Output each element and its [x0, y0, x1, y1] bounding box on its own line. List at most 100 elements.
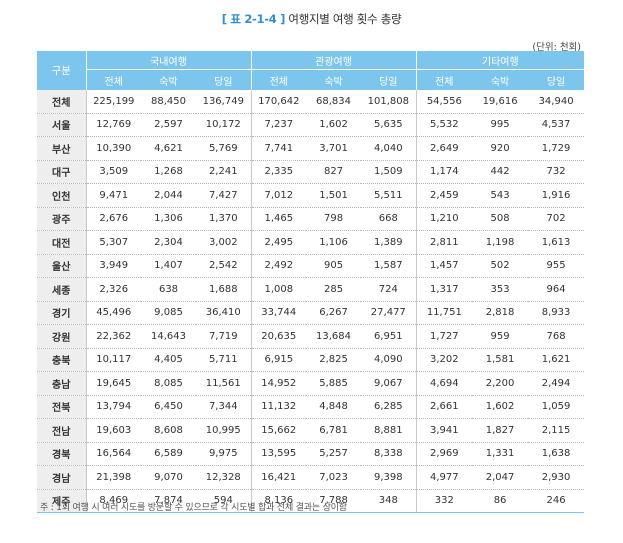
column-header: 전체 — [250, 69, 307, 90]
table-cell: 1,210 — [415, 207, 473, 231]
table-cell: 5,769 — [196, 136, 252, 161]
table-number: [ 표 2-1-4 ] — [221, 12, 286, 26]
table-cell: 995 — [472, 113, 529, 137]
table-cell: 5,711 — [196, 348, 252, 372]
table-cell: 86 — [472, 489, 529, 513]
column-header: 당일 — [528, 69, 585, 90]
table-cell: 54,556 — [415, 90, 473, 114]
table-cell: 13,794 — [85, 395, 141, 419]
table-cell: 21,398 — [85, 465, 141, 490]
table-cell: 4,405 — [141, 348, 196, 372]
table-cell: 9,070 — [141, 465, 196, 490]
table-cell: 2,326 — [85, 277, 141, 302]
table-cell: 7,719 — [196, 324, 252, 349]
table-cell: 1,370 — [196, 207, 252, 231]
table-cell: 920 — [472, 136, 529, 161]
footnote: 주 : 1회 여행 시 여러 시도를 방문할 수 있으므로 각 시도별 합과 전… — [40, 503, 347, 513]
table-cell: 905 — [306, 254, 362, 278]
table-cell: 1,613 — [528, 230, 585, 255]
header-sub-row: 전체 숙박 당일 전체 숙박 당일 전체 숙박 당일 — [37, 69, 585, 90]
table-cell: 3,949 — [85, 254, 141, 278]
table-cell: 9,067 — [361, 371, 417, 396]
table-cell: 2,241 — [196, 160, 252, 184]
table-cell: 13,595 — [250, 442, 307, 466]
row-header: 제주 — [37, 489, 86, 513]
table-cell: 1,501 — [306, 183, 362, 208]
table-cell: 14,643 — [141, 324, 196, 349]
table-cell: 1,587 — [361, 254, 417, 278]
table-cell: 1,059 — [528, 395, 585, 419]
table-cell: 8,469 — [85, 489, 141, 513]
table-cell: 12,328 — [196, 465, 252, 490]
table-row: 경남 21,398 9,070 12,328 16,421 7,023 9,398 4,977… — [37, 465, 585, 490]
table-cell: 68,834 — [306, 90, 362, 114]
group-header: 국내여행 — [85, 51, 252, 70]
table-cell: 7,012 — [250, 183, 307, 208]
travel-count-table: 구분 국내여행 관광여행 기타여행 전체 숙박 당일 전체 숙박 당일 전체 숙… — [37, 51, 585, 513]
table-cell: 2,044 — [141, 183, 196, 208]
table-cell: 1,638 — [528, 442, 585, 466]
table-cell: 7,874 — [141, 489, 196, 513]
column-header: 당일 — [361, 69, 417, 90]
table-row: 충북 10,117 4,405 5,711 6,915 2,825 4,090 3,202 1,… — [37, 348, 585, 372]
table-cell: 964 — [528, 277, 585, 302]
table-cell: 14,952 — [250, 371, 307, 396]
table-cell: 3,002 — [196, 230, 252, 255]
table-cell: 1,827 — [472, 418, 529, 443]
table-cell: 2,930 — [528, 465, 585, 490]
table-cell: 5,257 — [306, 442, 362, 466]
column-header: 숙박 — [472, 69, 529, 90]
table-cell: 2,335 — [250, 160, 307, 184]
table-cell: 16,564 — [85, 442, 141, 466]
table-cell: 20,635 — [250, 324, 307, 349]
table-cell: 6,589 — [141, 442, 196, 466]
table-cell: 2,492 — [250, 254, 307, 278]
table-cell: 1,407 — [141, 254, 196, 278]
table-row: 전남 19,603 8,608 10,995 15,662 6,781 8,881 3,941… — [37, 418, 585, 443]
table-title-text: 여행지별 여행 횟수 총량 — [288, 12, 402, 26]
table-cell: 2,676 — [85, 207, 141, 231]
row-header: 전남 — [37, 418, 86, 443]
table-cell: 2,459 — [415, 183, 473, 208]
table-cell: 33,744 — [250, 301, 307, 325]
table-cell: 1,306 — [141, 207, 196, 231]
table-cell: 1,389 — [361, 230, 417, 255]
table-cell: 2,818 — [472, 301, 529, 325]
table-row: 세종 2,326 638 1,688 1,008 285 724 1,317 353 964 — [37, 277, 585, 302]
row-header: 강원 — [37, 324, 86, 349]
table-cell: 5,307 — [85, 230, 141, 255]
table-cell: 2,047 — [472, 465, 529, 490]
table-cell: 6,267 — [306, 301, 362, 325]
table-cell: 1,008 — [250, 277, 307, 302]
table-row: 경기 45,496 9,085 36,410 33,744 6,267 27,477 11,7… — [37, 301, 585, 325]
row-header: 충남 — [37, 371, 86, 396]
table-row: 충남 19,645 8,085 11,561 14,952 5,885 9,067 4,694… — [37, 371, 585, 396]
table-row: 인천 9,471 2,044 7,427 7,012 1,501 5,511 2,459 543… — [37, 183, 585, 208]
table-cell: 827 — [306, 160, 362, 184]
table-row: 경북 16,564 6,589 9,975 13,595 5,257 8,338 2,969 1… — [37, 442, 585, 466]
table-cell: 101,808 — [361, 90, 417, 114]
table-cell: 19,603 — [85, 418, 141, 443]
table-header: 구분 국내여행 관광여행 기타여행 전체 숙박 당일 전체 숙박 당일 전체 숙… — [37, 51, 585, 90]
column-header: 숙박 — [141, 69, 196, 90]
table-cell: 11,132 — [250, 395, 307, 419]
table-cell: 19,616 — [472, 90, 529, 114]
table-row: 광주 2,676 1,306 1,370 1,465 798 668 1,210 508 702 — [37, 207, 585, 231]
table-row: 대구 3,509 1,268 2,241 2,335 827 1,509 1,174 442 73… — [37, 160, 585, 184]
table-cell: 12,769 — [85, 113, 141, 137]
table-cell: 9,398 — [361, 465, 417, 490]
table-cell: 225,199 — [85, 90, 141, 114]
table-cell: 5,885 — [306, 371, 362, 396]
table-cell: 1,268 — [141, 160, 196, 184]
row-header: 경기 — [37, 301, 86, 325]
table-cell: 170,642 — [250, 90, 307, 114]
table-cell: 502 — [472, 254, 529, 278]
table-cell: 3,202 — [415, 348, 473, 372]
table-cell: 11,561 — [196, 371, 252, 396]
table-cell: 16,421 — [250, 465, 307, 490]
table-cell: 4,848 — [306, 395, 362, 419]
table-cell: 19,645 — [85, 371, 141, 396]
table-cell: 7,788 — [306, 489, 362, 513]
table-cell: 2,597 — [141, 113, 196, 137]
table-cell: 4,090 — [361, 348, 417, 372]
